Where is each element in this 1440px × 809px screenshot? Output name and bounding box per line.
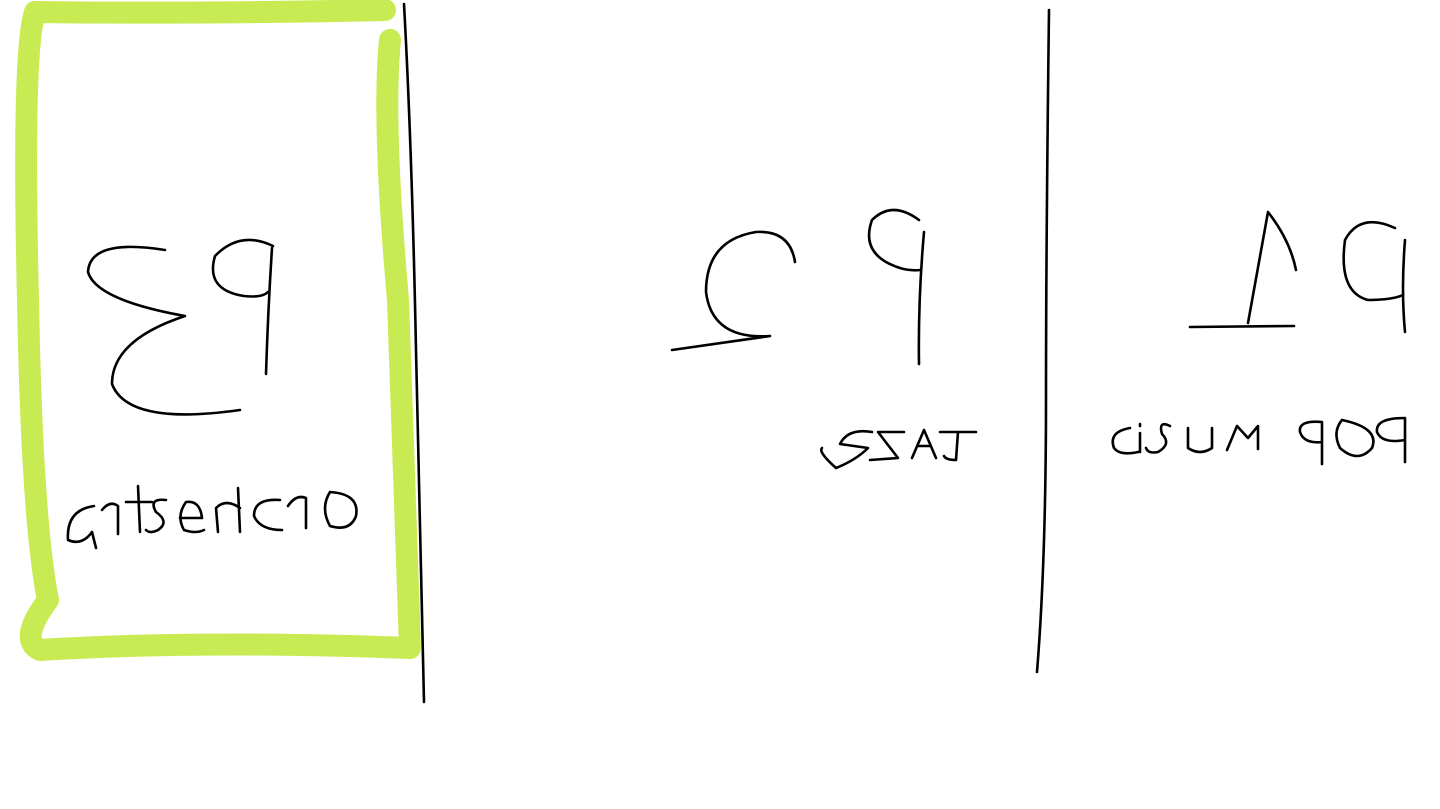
panel-p2-title — [670, 208, 926, 366]
selection-highlight-frame — [15, 0, 421, 661]
panel-p2[interactable] — [670, 208, 978, 470]
panel-divider-left — [402, 2, 426, 704]
panel-p3-title — [86, 238, 275, 416]
panel-p3[interactable] — [66, 238, 358, 550]
panel-p1-title — [1188, 210, 1407, 334]
panel-p3-label — [66, 484, 358, 550]
selection-highlight — [15, 0, 421, 661]
panel-divider-right — [1035, 8, 1051, 674]
panel-p1[interactable] — [1111, 210, 1407, 466]
panel-p1-label — [1111, 416, 1407, 466]
panel-p2-label — [820, 428, 978, 470]
